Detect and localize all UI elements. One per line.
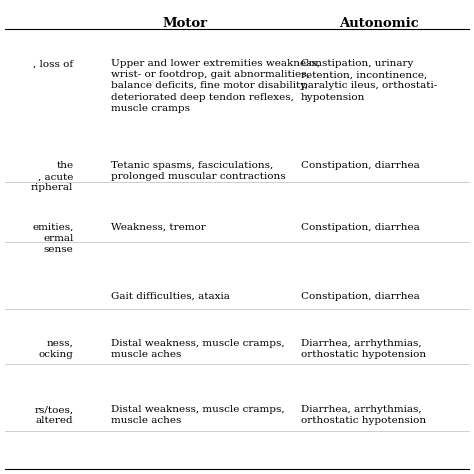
Text: Constipation, diarrhea: Constipation, diarrhea [301,223,420,232]
Text: the
, acute
ripheral: the , acute ripheral [31,161,73,192]
Text: Diarrhea, arrhythmias,
orthostatic hypotension: Diarrhea, arrhythmias, orthostatic hypot… [301,339,426,359]
Text: rs/toes,
altered: rs/toes, altered [34,405,73,425]
Text: Constipation, diarrhea: Constipation, diarrhea [301,292,420,301]
Text: emities,
ermal
sense: emities, ermal sense [32,223,73,254]
Text: Autonomic: Autonomic [339,17,419,29]
Text: Distal weakness, muscle cramps,
muscle aches: Distal weakness, muscle cramps, muscle a… [111,405,285,425]
Text: ness,
ocking: ness, ocking [38,339,73,359]
Text: Gait difficulties, ataxia: Gait difficulties, ataxia [111,292,230,301]
Text: Upper and lower extremities weakness,
wrist- or footdrop, gait abnormalities,
ba: Upper and lower extremities weakness, wr… [111,59,320,113]
Text: Diarrhea, arrhythmias,
orthostatic hypotension: Diarrhea, arrhythmias, orthostatic hypot… [301,405,426,425]
Text: Distal weakness, muscle cramps,
muscle aches: Distal weakness, muscle cramps, muscle a… [111,339,285,359]
Text: Weakness, tremor: Weakness, tremor [111,223,206,232]
Text: Motor: Motor [162,17,208,29]
Text: Constipation, diarrhea: Constipation, diarrhea [301,161,420,170]
Text: Tetanic spasms, fasciculations,
prolonged muscular contractions: Tetanic spasms, fasciculations, prolonge… [111,161,286,181]
Text: Constipation, urinary
retention, incontinence,
paralytic ileus, orthostati-
hypo: Constipation, urinary retention, inconti… [301,59,437,101]
Text: , loss of: , loss of [33,59,73,68]
